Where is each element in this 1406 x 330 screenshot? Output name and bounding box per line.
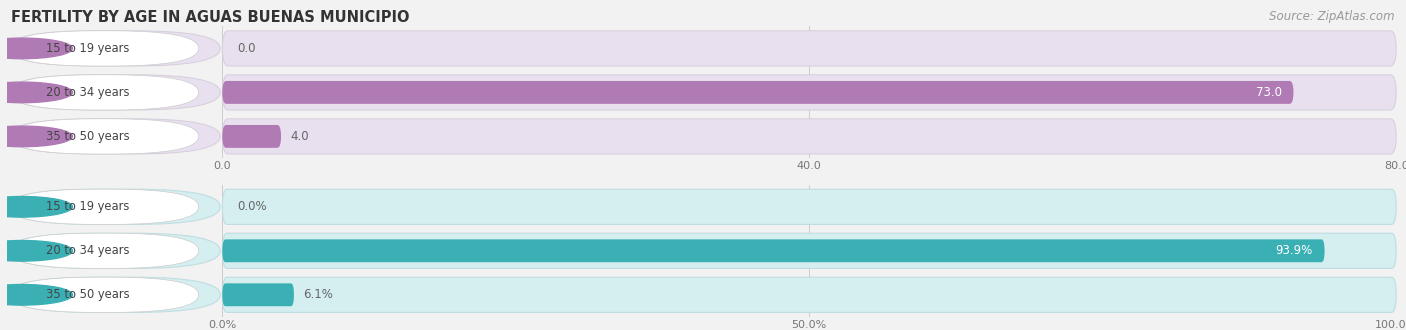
FancyBboxPatch shape [222, 31, 1396, 66]
FancyBboxPatch shape [10, 75, 221, 110]
FancyBboxPatch shape [222, 81, 1294, 104]
Circle shape [0, 241, 73, 261]
FancyBboxPatch shape [10, 119, 221, 154]
FancyBboxPatch shape [10, 189, 221, 224]
Circle shape [0, 196, 73, 217]
Text: 35 to 50 years: 35 to 50 years [46, 130, 129, 143]
Circle shape [0, 126, 73, 147]
Text: 4.0: 4.0 [291, 130, 309, 143]
Text: 93.9%: 93.9% [1275, 244, 1313, 257]
FancyBboxPatch shape [10, 75, 198, 110]
FancyBboxPatch shape [10, 31, 221, 66]
Text: 0.0%: 0.0% [238, 200, 267, 213]
FancyBboxPatch shape [222, 75, 1396, 110]
Text: 35 to 50 years: 35 to 50 years [46, 288, 129, 301]
FancyBboxPatch shape [222, 233, 1396, 268]
FancyBboxPatch shape [10, 119, 198, 154]
FancyBboxPatch shape [222, 283, 294, 306]
Text: 6.1%: 6.1% [304, 288, 333, 301]
FancyBboxPatch shape [10, 277, 198, 313]
FancyBboxPatch shape [222, 277, 1396, 313]
FancyBboxPatch shape [10, 277, 221, 313]
Text: 73.0: 73.0 [1256, 86, 1282, 99]
Text: FERTILITY BY AGE IN AGUAS BUENAS MUNICIPIO: FERTILITY BY AGE IN AGUAS BUENAS MUNICIP… [11, 10, 409, 25]
FancyBboxPatch shape [10, 189, 198, 224]
Text: 20 to 34 years: 20 to 34 years [46, 86, 129, 99]
Circle shape [0, 82, 73, 103]
Circle shape [0, 284, 73, 305]
FancyBboxPatch shape [10, 233, 198, 268]
FancyBboxPatch shape [222, 239, 1324, 262]
FancyBboxPatch shape [10, 233, 221, 268]
FancyBboxPatch shape [222, 189, 1396, 224]
Text: 15 to 19 years: 15 to 19 years [46, 200, 129, 213]
Circle shape [0, 38, 73, 59]
FancyBboxPatch shape [222, 125, 281, 148]
Text: 20 to 34 years: 20 to 34 years [46, 244, 129, 257]
FancyBboxPatch shape [10, 31, 198, 66]
Text: 0.0: 0.0 [238, 42, 256, 55]
Text: 15 to 19 years: 15 to 19 years [46, 42, 129, 55]
Text: Source: ZipAtlas.com: Source: ZipAtlas.com [1270, 10, 1395, 23]
FancyBboxPatch shape [222, 119, 1396, 154]
